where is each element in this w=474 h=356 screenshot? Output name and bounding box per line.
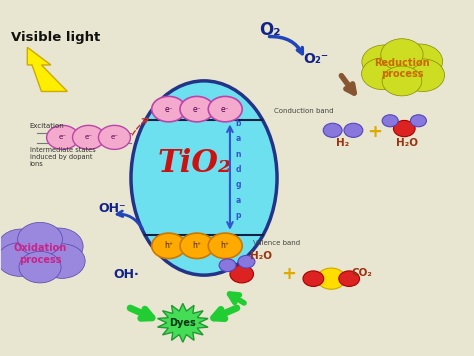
Circle shape [219, 259, 236, 272]
Text: TiO₂: TiO₂ [157, 148, 232, 179]
Circle shape [19, 251, 61, 283]
Circle shape [208, 96, 242, 122]
Circle shape [6, 229, 74, 279]
Text: e⁻: e⁻ [221, 105, 229, 114]
Circle shape [317, 268, 346, 289]
Text: Dyes: Dyes [169, 318, 196, 328]
Circle shape [303, 271, 324, 287]
Circle shape [73, 125, 105, 150]
Text: Conduction band: Conduction band [274, 109, 334, 114]
Text: e⁻: e⁻ [59, 134, 67, 140]
Text: +: + [367, 123, 383, 141]
Text: g: g [236, 180, 241, 189]
Text: H₂: H₂ [337, 138, 350, 148]
Text: p: p [236, 211, 241, 220]
Circle shape [0, 229, 45, 265]
Circle shape [0, 243, 42, 276]
Circle shape [344, 123, 363, 137]
Text: h⁺: h⁺ [192, 241, 201, 250]
Circle shape [238, 255, 255, 268]
Circle shape [180, 233, 214, 258]
Circle shape [410, 115, 427, 127]
Text: OH⁻: OH⁻ [98, 201, 126, 215]
Circle shape [34, 228, 83, 265]
Circle shape [230, 265, 254, 283]
Circle shape [152, 96, 186, 122]
Text: +: + [282, 265, 296, 283]
Circle shape [362, 45, 407, 79]
Circle shape [401, 59, 445, 91]
Circle shape [382, 66, 422, 96]
Text: e⁻: e⁻ [84, 134, 92, 140]
Circle shape [339, 271, 359, 287]
Text: Oxidation
process: Oxidation process [13, 243, 67, 265]
Text: O₂: O₂ [259, 21, 281, 39]
Circle shape [39, 244, 85, 278]
Text: OH·: OH· [113, 268, 139, 281]
Circle shape [99, 125, 130, 150]
Circle shape [370, 44, 434, 93]
Circle shape [396, 44, 443, 79]
Circle shape [18, 222, 63, 256]
Circle shape [381, 39, 423, 70]
Text: n: n [236, 150, 241, 158]
Text: e⁻: e⁻ [192, 105, 201, 114]
Circle shape [382, 115, 398, 127]
Text: Intermediate states
induced by dopant
ions: Intermediate states induced by dopant io… [30, 147, 95, 167]
Circle shape [180, 96, 214, 122]
Text: H₂O: H₂O [396, 138, 418, 148]
Text: h⁺: h⁺ [164, 241, 173, 250]
Text: a: a [236, 134, 241, 143]
Circle shape [152, 233, 186, 258]
Polygon shape [157, 303, 208, 342]
Circle shape [46, 125, 79, 150]
Text: H₂O: H₂O [250, 251, 272, 261]
Text: a: a [236, 196, 241, 205]
Text: O₂⁻: O₂⁻ [303, 52, 329, 66]
Text: CO₂: CO₂ [351, 268, 372, 278]
Circle shape [208, 233, 242, 258]
Text: Visible light: Visible light [11, 31, 100, 44]
Text: b: b [236, 119, 241, 128]
Text: h⁺: h⁺ [221, 241, 230, 250]
Text: Excitation: Excitation [30, 122, 64, 129]
Polygon shape [27, 47, 67, 91]
Text: Valence band: Valence band [253, 240, 300, 246]
Text: d: d [236, 165, 241, 174]
Text: Reduction
process: Reduction process [374, 58, 430, 79]
Ellipse shape [131, 81, 277, 275]
Circle shape [393, 120, 415, 137]
Text: e⁻: e⁻ [110, 134, 118, 140]
Text: e⁻: e⁻ [164, 105, 173, 114]
Circle shape [362, 58, 404, 90]
Circle shape [323, 123, 342, 137]
